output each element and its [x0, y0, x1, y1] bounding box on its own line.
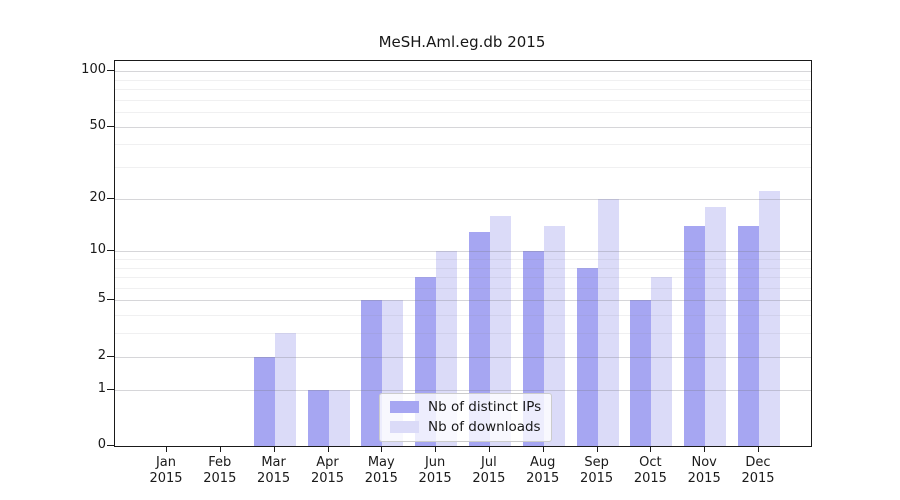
bar-Jul-2015-downloads: [489, 215, 511, 446]
y-tick: [107, 197, 114, 199]
y-tick: [107, 445, 114, 446]
x-tick-label: Dec 2015: [741, 455, 775, 486]
y-tick: [107, 355, 114, 357]
bar-Dec-2015-downloads: [759, 191, 780, 446]
bar-Sep-2015-ips: [576, 267, 598, 446]
x-tick-label: Oct 2015: [633, 455, 667, 486]
bar-Oct-2015-downloads: [651, 277, 673, 446]
x-tick: [273, 446, 275, 452]
x-tick-label: Aug 2015: [526, 455, 560, 486]
y-tick: [107, 125, 114, 127]
bar-Nov-2015-ips: [684, 226, 706, 446]
x-tick-label: Nov 2015: [687, 455, 721, 486]
legend-label-distinct-ips: Nb of distinct IPs: [428, 399, 542, 415]
x-tick: [704, 446, 706, 452]
x-tick: [166, 446, 167, 452]
y-tick-label: 100: [81, 62, 106, 77]
bar-Jul-2015-ips: [468, 231, 490, 446]
x-tick-label: Mar 2015: [257, 455, 291, 486]
x-tick: [381, 446, 383, 452]
x-tick: [758, 446, 759, 452]
x-tick: [542, 446, 544, 452]
y-tick-label: 1: [97, 380, 106, 396]
bar-Apr-2015-downloads: [328, 389, 350, 446]
y-tick-label: 10: [89, 242, 106, 258]
legend: Nb of distinct IPs Nb of downloads: [379, 393, 553, 442]
bar-Mar-2015-downloads: [274, 333, 296, 446]
bars-layer: [115, 61, 811, 446]
y-tick-label: 2: [97, 347, 106, 363]
legend-swatch-distinct-ips: [390, 401, 419, 413]
y-tick: [107, 70, 114, 71]
y-tick: [107, 388, 114, 390]
y-tick-label: 20: [89, 189, 106, 205]
x-tick: [650, 446, 652, 452]
bar-Sep-2015-downloads: [597, 198, 619, 446]
bar-Dec-2015-ips: [738, 226, 759, 446]
x-tick-label: Apr 2015: [310, 455, 345, 486]
x-tick-label: Jun 2015: [418, 455, 452, 486]
legend-item-distinct-ips: Nb of distinct IPs: [390, 399, 541, 415]
x-tick: [488, 446, 490, 452]
x-tick-label: Jan 2015: [149, 455, 183, 486]
y-tick: [107, 299, 114, 301]
x-tick-label: Feb 2015: [203, 455, 237, 486]
legend-item-downloads: Nb of downloads: [390, 419, 541, 435]
bar-Mar-2015-ips: [253, 356, 275, 446]
bar-Oct-2015-ips: [630, 300, 652, 446]
chart-title: MeSH.Aml.eg.db 2015: [378, 33, 546, 51]
x-tick-label: Sep 2015: [580, 455, 614, 486]
y-tick-label: 50: [89, 117, 106, 133]
x-tick-label: Jul 2015: [472, 455, 506, 486]
y-tick-label: 0: [97, 437, 106, 452]
x-tick: [435, 446, 437, 452]
y-tick-label: 5: [97, 291, 106, 307]
x-tick: [596, 446, 598, 452]
bar-Aug-2015-downloads: [543, 226, 565, 446]
y-tick: [107, 250, 114, 252]
bar-Nov-2015-downloads: [705, 206, 727, 446]
x-tick-label: May 2015: [364, 455, 398, 486]
legend-swatch-downloads: [390, 421, 419, 433]
legend-label-downloads: Nb of downloads: [428, 419, 541, 435]
x-tick: [219, 446, 221, 452]
x-tick: [327, 446, 329, 452]
bar-Apr-2015-ips: [307, 389, 329, 446]
plot-area: Nb of distinct IPs Nb of downloads: [114, 60, 812, 447]
bar-May-2015-ips: [361, 300, 383, 446]
